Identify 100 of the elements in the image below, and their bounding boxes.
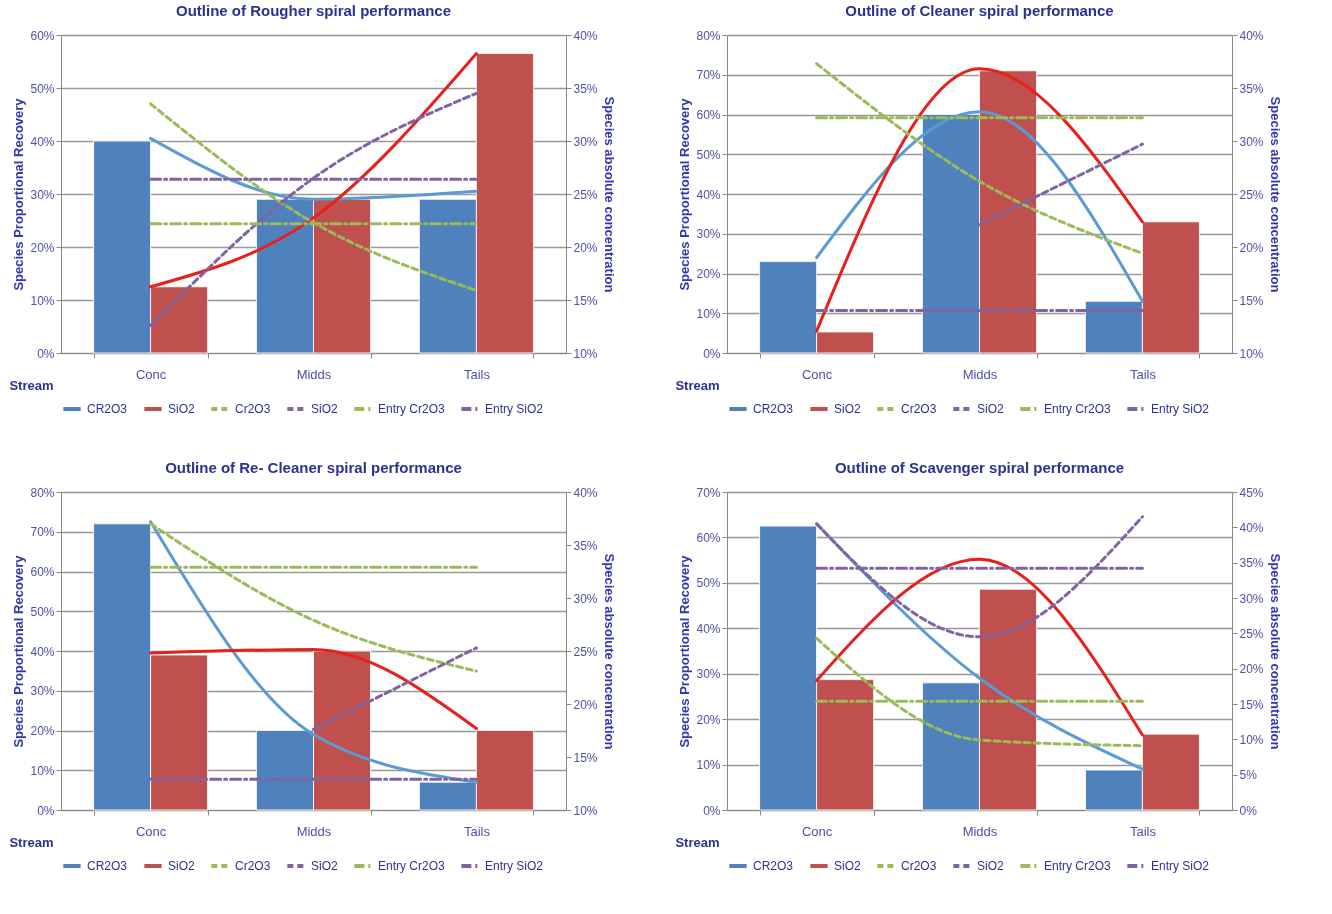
y-tick-label: 10%	[30, 763, 55, 778]
legend-label: Cr2O3	[235, 402, 271, 416]
legend-label: Entry Cr2O3	[1044, 402, 1112, 416]
y2-tick-label: 20%	[573, 697, 598, 712]
x-axis-title: Stream	[675, 377, 720, 393]
x-tick-label: Midds	[962, 823, 998, 839]
y-tick-label: 10%	[696, 306, 721, 321]
y-tick-label: 80%	[30, 485, 55, 500]
legend-label: Entry SiO2	[1151, 859, 1210, 873]
y-axis-title: Species Proportional Recovery	[677, 97, 693, 291]
y2-tick-label: 0%	[1239, 803, 1258, 818]
y2-tick-label: 35%	[1239, 556, 1264, 571]
x-tick-label: Conc	[135, 823, 167, 839]
legend-label: CR2O3	[753, 402, 794, 416]
y-tick-label: 0%	[703, 803, 721, 818]
legend-label: SiO2	[168, 402, 195, 416]
y2-tick-label: 15%	[573, 293, 598, 308]
legend-label: Cr2O3	[901, 859, 937, 873]
y2-tick-label: 35%	[573, 538, 598, 553]
y-tick-label: 50%	[696, 147, 721, 162]
chart-title: Outline of Scavenger spiral performance	[834, 459, 1125, 476]
y-tick-label: 60%	[696, 530, 721, 545]
y2-tick-label: 30%	[573, 591, 598, 606]
y2-tick-label: 40%	[573, 28, 598, 43]
y2-tick-label: 25%	[1239, 626, 1264, 641]
legend-label: CR2O3	[87, 402, 128, 416]
y-tick-label: 20%	[696, 267, 721, 281]
y2-tick-label: 20%	[1239, 240, 1264, 255]
x-axis-title: Stream	[9, 834, 54, 850]
x-tick-label: Tails	[463, 366, 491, 382]
x-tick-label: Conc	[801, 823, 833, 839]
y-tick-label: 40%	[696, 187, 721, 202]
y-tick-label: 60%	[696, 108, 721, 122]
y-tick-label: 0%	[37, 803, 55, 818]
y-tick-label: 40%	[696, 621, 721, 636]
chart-title: Outline of Cleaner spiral performance	[845, 2, 1114, 19]
y2-tick-label: 40%	[1239, 28, 1264, 43]
legend-label: Entry Cr2O3	[378, 402, 446, 416]
y2-tick-label: 25%	[573, 644, 598, 659]
legend-label: SiO2	[168, 859, 195, 873]
legend-label: CR2O3	[87, 859, 128, 873]
legend-label: CR2O3	[753, 859, 794, 873]
y-tick-label: 10%	[696, 758, 721, 773]
x-tick-label: Midds	[962, 366, 998, 382]
y-tick-label: 50%	[30, 604, 55, 619]
legend-label: Entry SiO2	[485, 859, 544, 873]
x-tick-label: Tails	[1129, 366, 1157, 382]
y-tick-label: 20%	[696, 712, 721, 727]
y2-tick-label: 10%	[1239, 346, 1264, 361]
y-tick-label: 20%	[30, 724, 55, 738]
y2-tick-label: 30%	[1239, 134, 1264, 149]
y-tick-label: 30%	[30, 684, 55, 699]
y-tick-label: 70%	[696, 68, 721, 83]
x-tick-label: Conc	[801, 366, 833, 382]
legend-label: SiO2	[977, 859, 1004, 873]
x-tick-label: Tails	[1129, 823, 1157, 839]
y2-tick-label: 5%	[1239, 768, 1258, 783]
y2-tick-label: 30%	[573, 134, 598, 149]
y2-tick-label: 15%	[573, 750, 598, 765]
y2-tick-label: 15%	[1239, 293, 1264, 308]
legend-label: SiO2	[311, 402, 338, 416]
x-tick-label: Tails	[463, 823, 491, 839]
y2-tick-label: 25%	[1239, 187, 1264, 202]
y2-tick-label: 25%	[573, 187, 598, 202]
legend-label: Cr2O3	[235, 859, 271, 873]
legend-label: Cr2O3	[901, 402, 937, 416]
y-tick-label: 70%	[30, 525, 55, 540]
y2-tick-label: 15%	[1239, 697, 1264, 712]
y2-tick-label: 40%	[573, 485, 598, 500]
y2-tick-label: 30%	[1239, 591, 1264, 606]
y2-tick-label: 10%	[1239, 732, 1264, 747]
legend-label: SiO2	[311, 859, 338, 873]
legend-label: Entry Cr2O3	[378, 859, 446, 873]
legend-label: Entry SiO2	[1151, 402, 1210, 416]
y-tick-label: 60%	[30, 565, 55, 579]
x-axis-title: Stream	[675, 834, 720, 850]
y-tick-label: 0%	[37, 346, 55, 361]
x-tick-label: Conc	[135, 366, 167, 382]
y2-axis-title: Species absolute concentration	[601, 553, 617, 750]
y-axis-title: Species Proportional Recovery	[11, 554, 27, 748]
x-axis-title: Stream	[9, 377, 54, 393]
x-tick-label: Midds	[296, 823, 332, 839]
y2-tick-label: 40%	[1239, 520, 1264, 535]
y-tick-label: 0%	[703, 346, 721, 361]
y-axis-title: Species Proportional Recovery	[11, 97, 27, 291]
y-tick-label: 30%	[30, 187, 55, 202]
y-tick-label: 20%	[30, 240, 55, 255]
legend-label: SiO2	[977, 402, 1004, 416]
y2-tick-label: 20%	[573, 240, 598, 255]
y2-axis-title: Species absolute concentration	[1267, 553, 1283, 750]
legend-label: Entry Cr2O3	[1044, 859, 1112, 873]
y2-tick-label: 35%	[1239, 81, 1264, 96]
y2-tick-label: 10%	[573, 803, 598, 818]
y2-tick-label: 10%	[573, 346, 598, 361]
y-tick-label: 40%	[30, 134, 55, 149]
y-tick-label: 30%	[696, 227, 721, 242]
y-axis-title: Species Proportional Recovery	[677, 554, 693, 748]
y-tick-label: 70%	[696, 485, 721, 500]
y2-axis-title: Species absolute concentration	[601, 96, 617, 293]
chart-title: Outline of Re- Cleaner spiral performance	[165, 459, 462, 476]
